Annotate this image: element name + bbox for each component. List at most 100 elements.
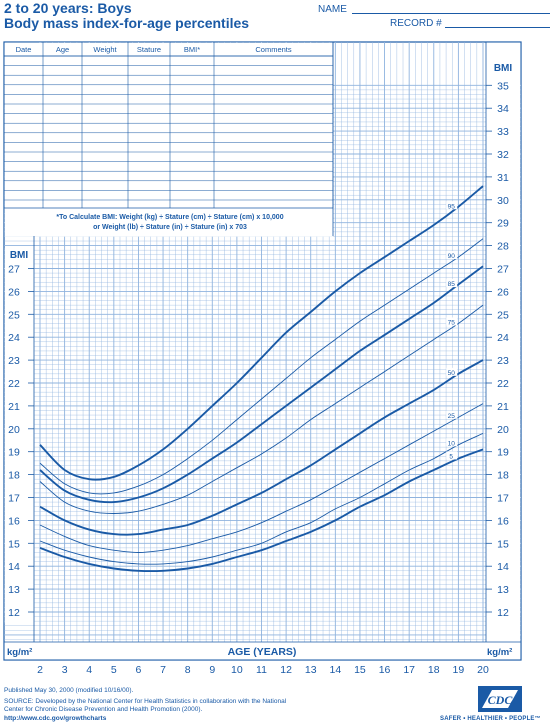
percentile-label-bg	[446, 201, 458, 210]
table-header-3: Stature	[137, 45, 161, 54]
record-label: RECORD #	[390, 18, 442, 29]
left-tick-label: 27	[8, 264, 20, 276]
right-tick-label: 16	[497, 515, 509, 527]
x-axis-title: AGE (YEARS)	[228, 646, 297, 658]
percentile-50-label: 50	[448, 370, 456, 377]
percentile-85-curve	[39, 265, 484, 504]
x-tick-label: 10	[231, 664, 243, 676]
left-tick-label: 25	[8, 309, 20, 321]
name-label: NAME	[318, 4, 347, 15]
right-tick-label: 15	[497, 538, 509, 550]
bmi-formula-1: *To Calculate BMI: Weight (kg) ÷ Stature…	[56, 214, 283, 221]
left-tick-label: 26	[8, 286, 20, 298]
left-axis-strip	[4, 247, 35, 624]
right-tick-label: 31	[497, 172, 509, 184]
right-tick-label: 24	[497, 332, 509, 344]
percentile-90-label: 90	[448, 253, 456, 260]
record-field[interactable]	[445, 27, 550, 28]
x-tick-label: 14	[329, 664, 341, 676]
percentile-label-bg	[446, 438, 458, 447]
right-tick-label: 28	[497, 241, 509, 253]
x-tick-label: 6	[136, 664, 142, 676]
percentile-10-curve	[39, 432, 484, 565]
x-tick-label: 3	[62, 664, 68, 676]
right-tick-label: 32	[497, 149, 509, 161]
chart-subtitle: Body mass index-for-age percentiles	[4, 15, 250, 31]
percentile-25-label: 25	[448, 413, 456, 420]
percentile-5-curve	[39, 448, 484, 573]
left-tick-label: 19	[8, 447, 20, 459]
published-note: Published May 30, 2000 (modified 10/16/0…	[4, 687, 134, 694]
right-tick-label: 13	[497, 584, 509, 596]
right-tick-label: 35	[497, 80, 509, 92]
right-tick-label: 34	[497, 103, 509, 115]
left-axis-title: BMI	[10, 250, 29, 261]
x-tick-label: 11	[256, 664, 267, 676]
percentile-90-curve	[39, 238, 484, 495]
right-tick-label: 30	[497, 195, 509, 207]
right-axis-title: BMI	[494, 63, 513, 74]
left-unit-label: kg/m²	[7, 647, 32, 658]
left-tick-label: 18	[8, 470, 20, 482]
x-tick-label: 17	[403, 664, 415, 676]
percentile-label-bg	[446, 451, 458, 460]
percentile-85-label: 85	[448, 281, 456, 288]
chart-grid	[3, 41, 522, 661]
left-tick-label: 24	[8, 332, 20, 344]
percentile-95-curve	[39, 185, 484, 481]
x-tick-label: 20	[477, 664, 489, 676]
right-tick-label: 21	[497, 401, 509, 413]
percentile-10-label: 10	[448, 440, 456, 447]
table-header-1: Age	[56, 45, 69, 54]
percentile-5-label: 5	[449, 453, 453, 460]
right-tick-label: 14	[497, 561, 509, 573]
right-axis-strip	[486, 42, 521, 643]
table-header-2: Weight	[93, 45, 117, 54]
x-tick-label: 18	[428, 664, 440, 676]
left-tick-label: 22	[8, 378, 20, 390]
percentile-95-label: 95	[448, 203, 456, 210]
right-tick-label: 23	[497, 355, 509, 367]
percentile-label-bg	[446, 410, 458, 419]
cdc-logo-icon: CDC	[478, 686, 522, 712]
x-tick-label: 8	[185, 664, 191, 676]
left-tick-label: 23	[8, 355, 20, 367]
logo-text: CDC	[488, 693, 514, 707]
right-tick-label: 29	[497, 218, 509, 230]
table-header-4: BMI*	[184, 45, 200, 54]
chart-title: 2 to 20 years: Boys	[4, 0, 132, 16]
right-tick-label: 26	[497, 286, 509, 298]
percentile-label-bg	[446, 317, 458, 326]
right-tick-label: 12	[497, 607, 509, 619]
x-tick-label: 2	[37, 664, 43, 676]
source-url[interactable]: http://www.cdc.gov/growthcharts	[4, 715, 107, 722]
bmi-chart: Date Age Weight Stature BMI* Comments *To Calc…	[3, 41, 522, 676]
x-tick-label: 4	[86, 664, 92, 676]
left-tick-label: 17	[8, 493, 20, 505]
left-tick-label: 21	[8, 401, 20, 413]
left-tick-label: 12	[8, 607, 20, 619]
cdc-tagline: SAFER • HEALTHIER • PEOPLE™	[440, 716, 541, 722]
percentile-25-curve	[39, 403, 484, 553]
right-tick-label: 22	[497, 378, 509, 390]
right-tick-label: 19	[497, 447, 509, 459]
x-tick-label: 7	[160, 664, 166, 676]
bottom-band	[4, 642, 521, 660]
x-tick-label: 15	[354, 664, 366, 676]
percentile-75-label: 75	[448, 319, 456, 326]
x-tick-label: 19	[453, 664, 465, 676]
right-tick-label: 17	[497, 493, 509, 505]
bmi-formula-2: or Weight (lb) ÷ Stature (in) ÷ Stature …	[93, 224, 247, 231]
x-tick-label: 9	[209, 664, 215, 676]
axes: 1213141516171819202122232425262712131415…	[4, 42, 521, 676]
name-field[interactable]	[352, 13, 550, 14]
x-tick-label: 12	[280, 664, 292, 676]
source-note: SOURCE: Developed by the National Center…	[4, 698, 287, 713]
percentile-75-curve	[39, 304, 484, 514]
percentile-50-curve	[39, 359, 484, 536]
percentile-label-bg	[446, 367, 458, 376]
percentile-curves: 95 90 85 75 50 25 10 5	[39, 185, 484, 573]
left-tick-label: 13	[8, 584, 20, 596]
table-header-0: Date	[16, 45, 32, 54]
x-tick-label: 13	[305, 664, 317, 676]
